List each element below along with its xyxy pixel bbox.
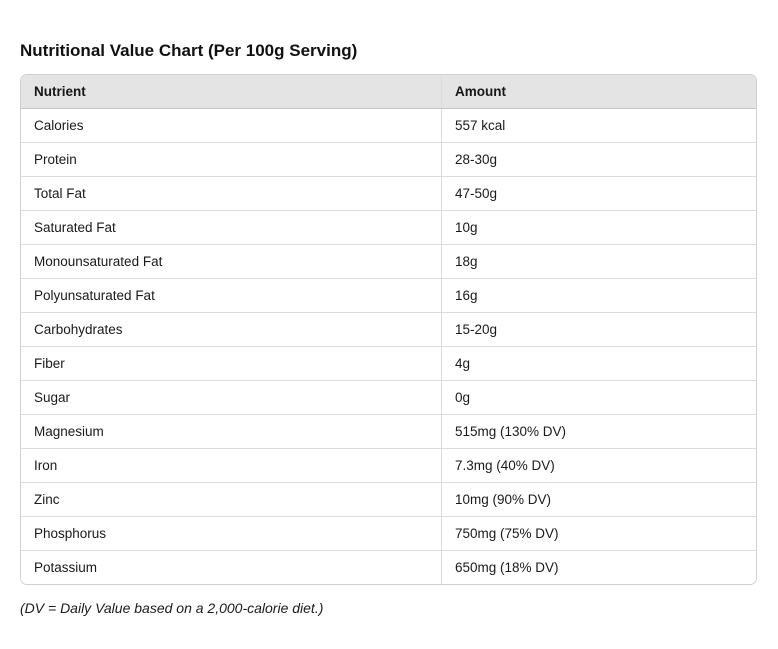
table-row: Monounsaturated Fat 18g (21, 244, 756, 279)
table-row: Zinc 10mg (90% DV) (21, 482, 756, 517)
nutrition-table: Nutrient Amount Calories 557 kcal Protein 2… (21, 75, 756, 584)
amount-cell: 15-20g (441, 312, 756, 347)
table-row: Magnesium 515mg (130% DV) (21, 414, 756, 449)
amount-cell: 750mg (75% DV) (441, 516, 756, 551)
nutrient-cell: Zinc (21, 482, 442, 517)
table-header-row: Nutrient Amount (21, 75, 756, 109)
amount-cell: 515mg (130% DV) (441, 414, 756, 449)
nutrient-cell: Calories (21, 108, 442, 143)
table-row: Iron 7.3mg (40% DV) (21, 448, 756, 483)
table-row: Saturated Fat 10g (21, 210, 756, 245)
table-row: Protein 28-30g (21, 142, 756, 177)
nutrient-cell: Carbohydrates (21, 312, 442, 347)
page-title: Nutritional Value Chart (Per 100g Servin… (20, 41, 358, 60)
table-row: Phosphorus 750mg (75% DV) (21, 516, 756, 551)
nutrient-cell: Polyunsaturated Fat (21, 278, 442, 313)
table-row: Fiber 4g (21, 346, 756, 381)
dv-footnote: (DV = Daily Value based on a 2,000-calor… (20, 600, 324, 616)
column-header-amount: Amount (441, 75, 756, 109)
nutrient-cell: Fiber (21, 346, 442, 381)
table-row: Carbohydrates 15-20g (21, 312, 756, 347)
nutrient-cell: Monounsaturated Fat (21, 244, 442, 279)
amount-cell: 7.3mg (40% DV) (441, 448, 756, 483)
nutrient-cell: Phosphorus (21, 516, 442, 551)
amount-cell: 47-50g (441, 176, 756, 211)
table-row: Sugar 0g (21, 380, 756, 415)
amount-cell: 0g (441, 380, 756, 415)
table-row: Potassium 650mg (18% DV) (21, 550, 756, 584)
nutrient-cell: Protein (21, 142, 442, 177)
amount-cell: 557 kcal (441, 108, 756, 143)
amount-cell: 10mg (90% DV) (441, 482, 756, 517)
amount-cell: 18g (441, 244, 756, 279)
nutrient-cell: Iron (21, 448, 442, 483)
amount-cell: 28-30g (441, 142, 756, 177)
nutrition-table-container: Nutrient Amount Calories 557 kcal Protein 2… (20, 74, 757, 585)
nutrient-cell: Saturated Fat (21, 210, 442, 245)
nutrient-cell: Magnesium (21, 414, 442, 449)
table-body: Calories 557 kcal Protein 28-30g Total Fat 47… (21, 108, 756, 584)
nutrient-cell: Sugar (21, 380, 442, 415)
table-row: Total Fat 47-50g (21, 176, 756, 211)
amount-cell: 10g (441, 210, 756, 245)
amount-cell: 4g (441, 346, 756, 381)
amount-cell: 16g (441, 278, 756, 313)
nutrient-cell: Potassium (21, 550, 442, 584)
amount-cell: 650mg (18% DV) (441, 550, 756, 584)
table-row: Calories 557 kcal (21, 108, 756, 143)
table-row: Polyunsaturated Fat 16g (21, 278, 756, 313)
column-header-nutrient: Nutrient (21, 75, 442, 109)
nutrient-cell: Total Fat (21, 176, 442, 211)
